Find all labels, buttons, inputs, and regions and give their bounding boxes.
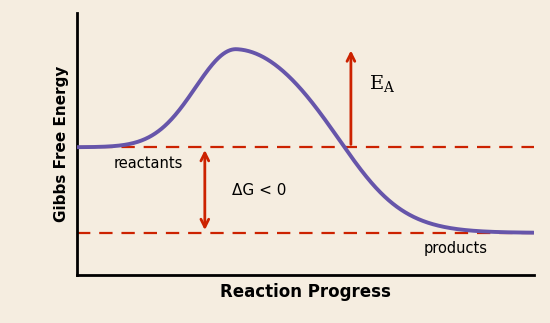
Text: products: products [424,241,488,256]
Text: reactants: reactants [113,156,183,172]
Y-axis label: Gibbs Free Energy: Gibbs Free Energy [54,66,69,222]
Text: ΔG < 0: ΔG < 0 [232,182,287,198]
X-axis label: Reaction Progress: Reaction Progress [220,283,390,301]
Text: $\mathregular{E_A}$: $\mathregular{E_A}$ [369,73,395,94]
